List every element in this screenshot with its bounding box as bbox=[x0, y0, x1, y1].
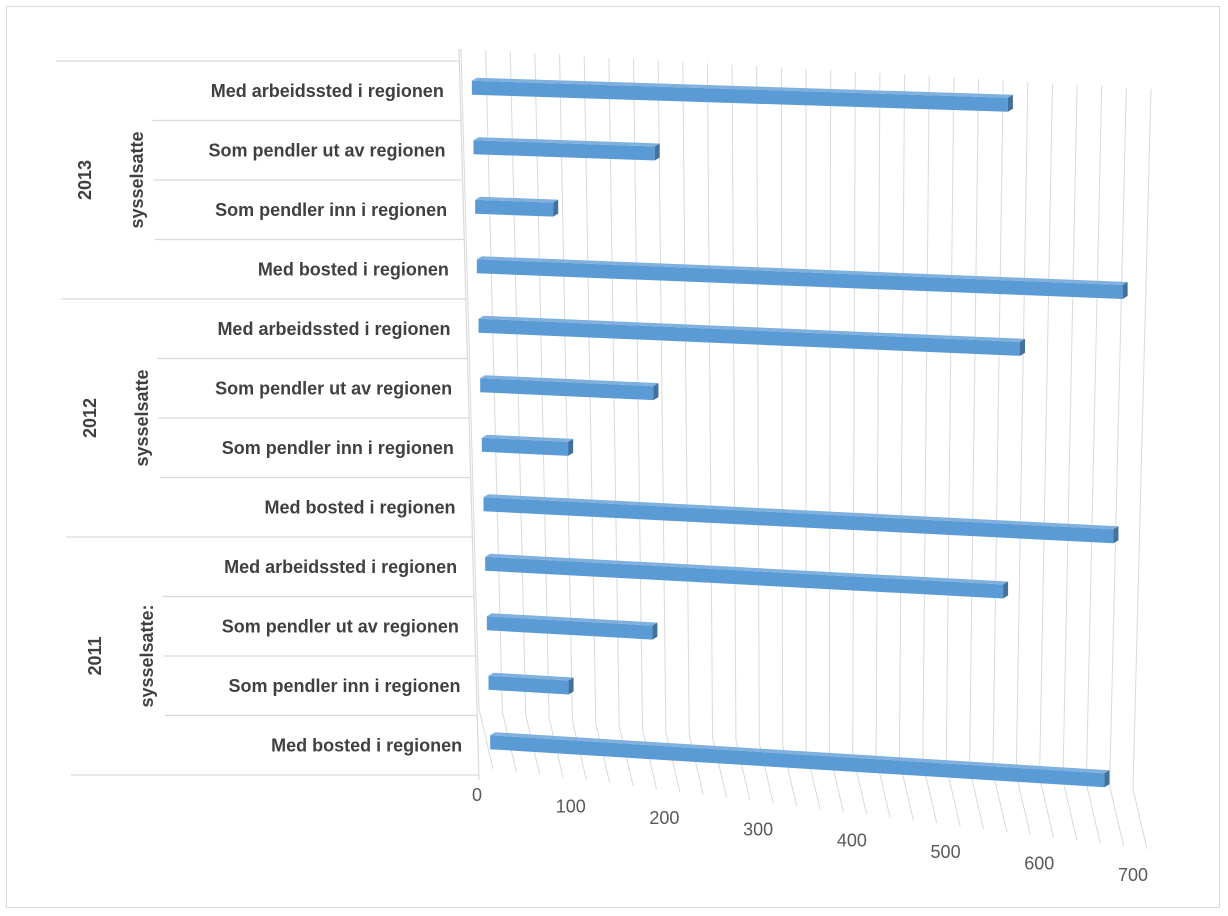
bar bbox=[488, 672, 574, 695]
gridline bbox=[1062, 84, 1078, 781]
gridline bbox=[852, 71, 856, 755]
bar bbox=[490, 732, 1110, 788]
group-year-label: 2013 bbox=[75, 160, 95, 200]
category-axis bbox=[56, 48, 480, 781]
x-tick-label: 300 bbox=[743, 819, 773, 839]
bar-chart: 0 100 200 300 400 500 600 700 2013 sysselsatte 201… bbox=[56, 48, 1152, 885]
group-year-label: 2011 bbox=[85, 636, 105, 675]
gridline bbox=[1039, 83, 1053, 778]
chart-frame: 0 100 200 300 400 500 600 700 2013 sysselsatte 201… bbox=[6, 6, 1220, 908]
gridline bbox=[875, 73, 881, 758]
x-tick-label: 700 bbox=[1118, 865, 1148, 885]
x-tick-label: 500 bbox=[931, 842, 961, 862]
floor-gridline bbox=[1132, 788, 1148, 850]
floor-gridline bbox=[1085, 783, 1101, 844]
category-label: Som pendler inn i regionen bbox=[215, 200, 447, 220]
category-label: Som pendler ut av regionen bbox=[208, 140, 445, 160]
gridline bbox=[731, 64, 737, 741]
bar bbox=[485, 553, 1009, 599]
gridline bbox=[780, 67, 784, 747]
category-label: Med bosted i regionen bbox=[271, 735, 462, 755]
gridline bbox=[992, 80, 1004, 772]
floor-gridline bbox=[1062, 780, 1078, 841]
x-tick-label: 600 bbox=[1024, 854, 1054, 874]
gridline bbox=[922, 76, 930, 764]
bar bbox=[480, 375, 659, 401]
bar bbox=[478, 315, 1025, 356]
gridline bbox=[1132, 88, 1152, 790]
floor-gridline bbox=[992, 771, 1008, 832]
category-label: Med arbeidssted i regionen bbox=[211, 81, 444, 101]
floor-gridline bbox=[478, 708, 494, 770]
gridline bbox=[945, 77, 955, 767]
floor-gridline bbox=[1109, 786, 1125, 847]
category-axis-line bbox=[458, 48, 480, 781]
category-label: Med arbeidssted i regionen bbox=[224, 557, 457, 577]
category-label: Som pendler ut av regionen bbox=[215, 378, 452, 398]
bars bbox=[471, 77, 1128, 788]
gridline bbox=[706, 63, 714, 738]
gridline bbox=[898, 74, 906, 761]
floor-gridline bbox=[1015, 774, 1031, 835]
x-tick-label: 200 bbox=[649, 808, 679, 828]
bar bbox=[471, 77, 1013, 112]
gridline bbox=[828, 70, 832, 752]
bar bbox=[475, 196, 559, 217]
group-sublabel: sysselsatte bbox=[132, 369, 152, 466]
category-label: Som pendler inn i regionen bbox=[222, 438, 454, 458]
bar bbox=[483, 494, 1119, 544]
category-label: Som pendler inn i regionen bbox=[228, 676, 460, 696]
bar bbox=[486, 613, 658, 640]
bar bbox=[481, 434, 574, 456]
bar bbox=[473, 137, 660, 161]
x-tick-label: 400 bbox=[837, 831, 867, 851]
gridline bbox=[756, 66, 760, 744]
labels: 0 100 200 300 400 500 600 700 2013 sysselsatte 201… bbox=[75, 81, 1148, 885]
gridline bbox=[969, 78, 979, 770]
gridline bbox=[1109, 87, 1127, 787]
gridline bbox=[1085, 86, 1103, 784]
floor-gridline bbox=[688, 734, 704, 795]
group-sublabel: sysselsatte bbox=[127, 131, 147, 228]
gridline bbox=[657, 60, 667, 732]
gridline bbox=[1015, 81, 1029, 775]
floor-gridline bbox=[1039, 777, 1055, 838]
x-tick-label: 100 bbox=[556, 796, 586, 816]
gridline bbox=[460, 48, 480, 710]
category-label: Med bosted i regionen bbox=[264, 497, 455, 517]
x-tick-label: 0 bbox=[472, 785, 482, 805]
category-label: Med bosted i regionen bbox=[258, 259, 449, 279]
group-year-label: 2012 bbox=[80, 398, 100, 438]
category-label: Som pendler ut av regionen bbox=[222, 616, 459, 636]
category-label: Med arbeidssted i regionen bbox=[217, 319, 450, 339]
bar bbox=[476, 256, 1128, 300]
group-sublabel: sysselsatte: bbox=[137, 604, 157, 707]
gridline bbox=[682, 61, 690, 735]
floor-gridline bbox=[665, 731, 681, 792]
